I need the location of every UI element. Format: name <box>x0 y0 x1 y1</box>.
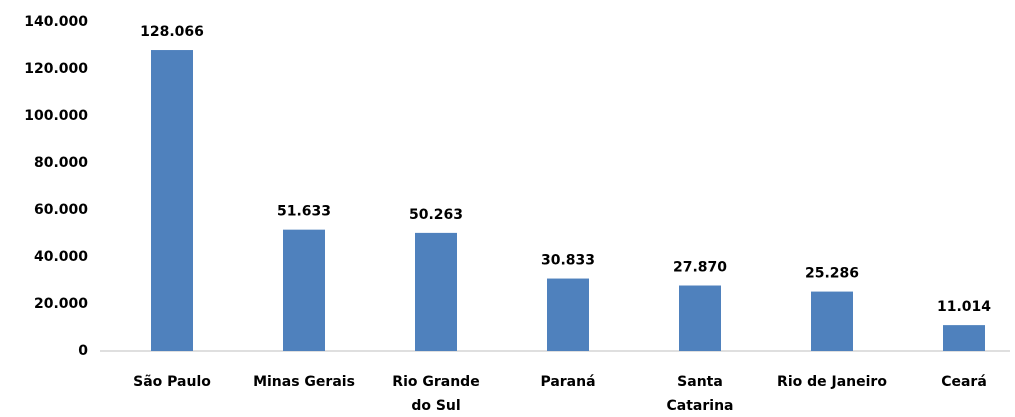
y-tick-label: 20.000 <box>34 296 88 312</box>
y-tick-label: 140.000 <box>24 14 88 30</box>
bar <box>943 325 985 351</box>
x-tick-label: Minas Gerais <box>253 374 355 390</box>
y-tick-label: 80.000 <box>34 155 88 171</box>
bar <box>283 229 325 351</box>
y-tick-label: 120.000 <box>24 61 88 77</box>
y-tick-label: 40.000 <box>34 249 88 265</box>
bar <box>547 278 589 351</box>
x-tick-label: Paraná <box>540 374 596 390</box>
y-tick-label: 0 <box>78 343 88 359</box>
x-tick-label: Santa Catarina <box>666 374 734 414</box>
bar <box>151 50 193 352</box>
value-label: 27.870 <box>673 260 727 276</box>
value-label: 50.263 <box>409 207 463 223</box>
x-tick-label: Rio de Janeiro <box>777 374 887 390</box>
bar <box>811 291 853 351</box>
value-label: 11.014 <box>937 299 991 315</box>
bar <box>415 232 457 351</box>
value-label: 25.286 <box>805 266 859 282</box>
y-tick-label: 100.000 <box>24 108 88 124</box>
y-tick-label: 60.000 <box>34 202 88 218</box>
x-tick-label: Rio Grande do Sul <box>392 374 480 414</box>
value-label: 128.066 <box>140 24 204 40</box>
value-label: 51.633 <box>277 204 331 220</box>
x-tick-label: Ceará <box>941 374 987 390</box>
x-tick-label: São Paulo <box>133 374 211 390</box>
value-label: 30.833 <box>541 253 595 269</box>
bar <box>679 285 721 351</box>
